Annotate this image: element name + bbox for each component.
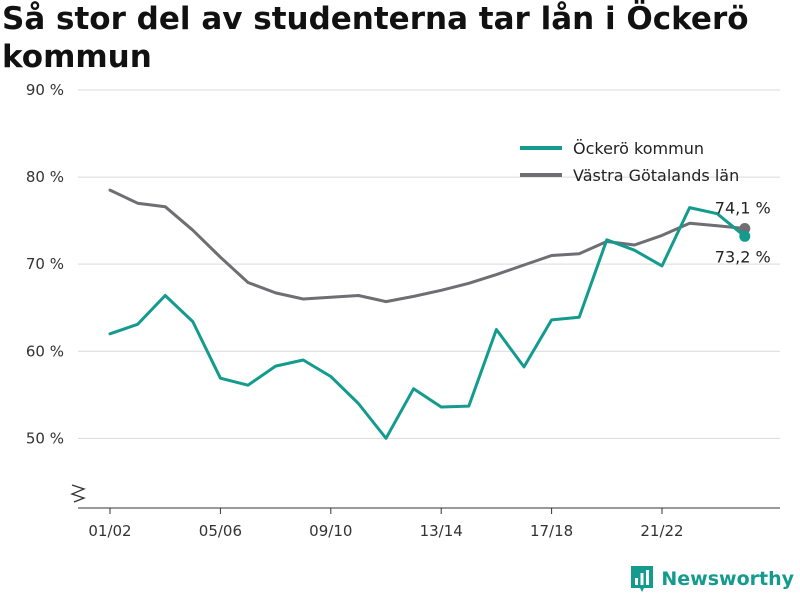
x-tick-label: 21/22 <box>640 522 683 540</box>
x-tick-label: 01/02 <box>88 522 131 540</box>
y-tick-label: 90 % <box>26 81 64 99</box>
y-tick-label: 70 % <box>26 255 64 273</box>
y-tick-label: 50 % <box>26 429 64 447</box>
legend: Öckerö kommun Västra Götalands län <box>520 139 739 185</box>
x-tick-label: 17/18 <box>530 522 573 540</box>
series-lines <box>108 188 751 440</box>
end-value-label: 73,2 % <box>715 247 771 266</box>
axis-break-mark <box>70 484 86 503</box>
end-value-label: 74,1 % <box>715 198 771 217</box>
bar-chart-logo-icon <box>631 566 654 592</box>
legend-label: Öckerö kommun <box>573 139 704 158</box>
x-tick-label: 05/06 <box>199 522 242 540</box>
axes: 50 % 60 % 70 % 80 % 90 % 01/02 05/06 09/10 13/14… <box>26 81 780 540</box>
data-labels: 73,2 % 74,1 % <box>715 198 771 266</box>
chart-title: Så stor del av studenterna tar lån i Öck… <box>2 1 749 75</box>
series-line <box>108 206 747 440</box>
series-end-point <box>739 230 751 242</box>
brand-name: Newsworthy <box>661 568 794 590</box>
y-tick-label: 80 % <box>26 168 64 186</box>
brand: Newsworthy <box>629 564 794 594</box>
y-tick-label: 60 % <box>26 342 64 360</box>
series-end-point <box>739 222 751 234</box>
series-line <box>108 188 747 304</box>
x-tick-label: 09/10 <box>309 522 352 540</box>
x-tick-label: 13/14 <box>420 522 463 540</box>
legend-label: Västra Götalands län <box>573 166 739 185</box>
